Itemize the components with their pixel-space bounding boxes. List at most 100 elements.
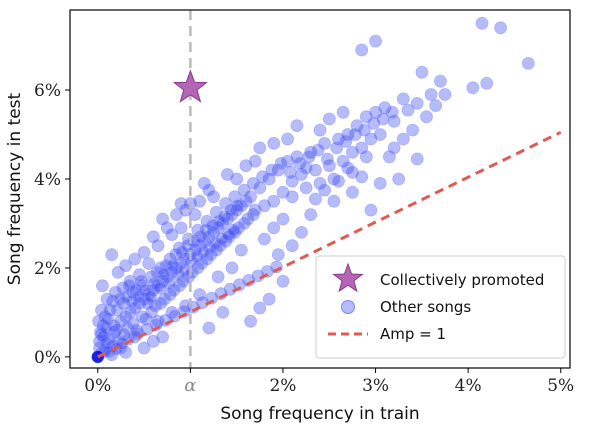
data-point — [206, 219, 220, 233]
y-tick-label: 0% — [34, 348, 61, 368]
data-point — [308, 192, 322, 206]
data-point — [220, 168, 234, 181]
data-point — [202, 183, 216, 197]
data-point — [401, 103, 415, 117]
y-tick-label: 4% — [34, 170, 61, 190]
data-point — [357, 123, 371, 137]
data-point — [199, 223, 213, 237]
points-layer — [91, 16, 535, 364]
data-point — [410, 152, 424, 166]
data-point — [246, 176, 260, 190]
data-point — [142, 257, 156, 270]
data-point — [322, 112, 336, 126]
data-point — [313, 123, 327, 137]
data-point — [420, 110, 433, 124]
data-point — [239, 159, 253, 173]
data-point — [271, 248, 285, 262]
data-point — [96, 279, 109, 293]
plot-frame — [69, 9, 571, 369]
data-point — [327, 194, 341, 208]
data-point — [188, 208, 202, 222]
collectively-promoted-point — [172, 69, 208, 103]
data-point — [311, 143, 325, 157]
data-point — [281, 132, 295, 146]
data-point — [224, 203, 238, 217]
data-point — [359, 150, 373, 164]
x-tick-label: 4% — [455, 376, 482, 396]
data-point — [336, 105, 350, 119]
data-point — [295, 168, 308, 181]
data-point — [141, 297, 155, 310]
data-point — [392, 172, 406, 186]
data-point — [336, 154, 350, 168]
data-point — [146, 334, 160, 348]
data-point — [153, 281, 167, 295]
data-point — [248, 154, 262, 168]
data-point — [345, 185, 359, 199]
data-point — [369, 34, 383, 48]
data-point — [494, 21, 508, 35]
data-point — [159, 259, 173, 273]
data-point — [293, 156, 307, 170]
data-point — [415, 65, 429, 79]
data-point — [396, 92, 410, 106]
data-point — [234, 243, 248, 257]
data-point — [274, 156, 288, 170]
data-point — [330, 141, 344, 155]
data-point — [197, 176, 211, 190]
data-point — [521, 57, 535, 70]
data-point — [262, 292, 276, 306]
data-point — [345, 165, 359, 179]
data-point — [207, 225, 220, 239]
legend: Collectively promoted Other songs Amp = … — [315, 255, 566, 359]
data-point — [179, 203, 193, 217]
data-point — [345, 145, 359, 159]
data-point — [174, 197, 188, 210]
data-point — [429, 99, 443, 112]
data-point — [225, 261, 239, 275]
y-tick-label: 6% — [34, 81, 61, 101]
data-point — [480, 77, 494, 90]
data-point — [137, 341, 151, 355]
data-point — [194, 230, 208, 244]
data-point — [378, 101, 392, 115]
x-tick-label: 5% — [547, 376, 574, 396]
legend-label-amp-1: Amp = 1 — [380, 325, 446, 343]
data-point — [216, 305, 230, 319]
x-tick-label: 3% — [362, 376, 389, 396]
legend-label-collectively-promoted: Collectively promoted — [380, 271, 544, 289]
data-point — [227, 223, 241, 237]
data-point — [108, 319, 121, 333]
data-point — [276, 274, 290, 288]
x-tick-label: 0% — [84, 376, 111, 396]
data-point — [424, 88, 438, 101]
axes-layer: 0% α 2% 3% 4% 5% 0% 2% 4% 6% — [34, 81, 574, 396]
data-point — [320, 152, 334, 166]
data-point — [410, 97, 424, 110]
data-point — [387, 141, 401, 155]
data-point — [109, 285, 122, 299]
data-point — [257, 232, 271, 246]
y-tick-label: 2% — [34, 259, 61, 279]
data-point — [244, 314, 258, 328]
data-point — [174, 221, 188, 235]
data-point — [193, 288, 207, 302]
data-point — [211, 270, 225, 284]
data-point — [165, 228, 179, 242]
data-point — [438, 88, 452, 101]
data-point — [355, 170, 369, 184]
data-point — [332, 174, 345, 188]
data-point — [466, 81, 480, 95]
x-tick-label: α — [184, 375, 196, 396]
data-point — [105, 248, 119, 262]
data-point — [364, 203, 378, 217]
data-point — [318, 136, 332, 150]
data-point — [364, 132, 378, 146]
data-point — [232, 278, 246, 292]
data-point — [373, 128, 387, 141]
data-point — [304, 208, 318, 222]
data-point — [230, 172, 244, 186]
data-point — [406, 123, 420, 137]
data-point — [119, 259, 132, 273]
data-point — [313, 176, 327, 190]
